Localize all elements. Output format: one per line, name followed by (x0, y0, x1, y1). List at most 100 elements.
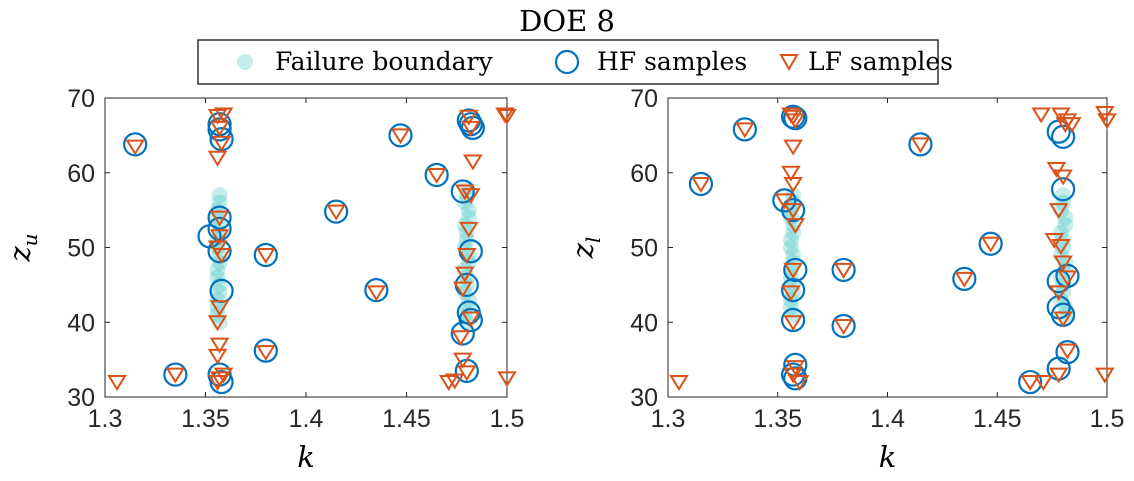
legend-marker-failure-boundary (237, 54, 253, 70)
y-axis-label-sub: u (18, 233, 42, 246)
series-lf-samples (669, 105, 1117, 391)
point-lf-sample (390, 128, 411, 145)
point-failure-boundary (209, 261, 226, 278)
point-lf-sample (833, 318, 854, 335)
point-hf-sample (163, 362, 188, 387)
point-lf-sample (461, 311, 481, 328)
legend-entry-lf-samples: LF samples (779, 47, 953, 76)
legend-label-hf-samples: HF samples (597, 47, 747, 76)
point-lf-sample (463, 154, 483, 171)
point-lf-sample (209, 120, 230, 137)
point-failure-boundary (211, 284, 228, 301)
point-lf-sample (735, 122, 755, 139)
point-lf-sample (669, 375, 689, 391)
point-hf-sample (1050, 177, 1076, 202)
point-failure-boundary (1057, 209, 1074, 226)
point-lf-sample (256, 247, 276, 264)
point-failure-boundary (1057, 217, 1074, 234)
point-lf-sample (785, 218, 806, 234)
point-hf-sample (978, 231, 1003, 256)
x-tick-label: 1.35 (181, 405, 230, 433)
point-failure-boundary (209, 239, 226, 256)
point-failure-boundary (460, 202, 477, 219)
series-hf-samples (123, 108, 485, 395)
point-lf-sample (833, 262, 854, 279)
point-lf-sample (497, 108, 517, 125)
point-lf-sample (209, 337, 230, 354)
point-hf-sample (781, 198, 806, 223)
y-tick-label: 70 (67, 85, 95, 113)
point-lf-sample (785, 113, 806, 130)
point-failure-boundary (456, 217, 473, 234)
axes-box (104, 97, 508, 398)
y-axis-label-sub: l (581, 237, 605, 243)
series-hf-samples (688, 104, 1080, 395)
legend: Failure boundary HF samples LF samples (197, 39, 953, 85)
point-lf-sample (452, 352, 473, 369)
x-tick-label: 1.35 (753, 405, 802, 433)
point-lf-sample (455, 184, 475, 201)
y-tick-label: 40 (67, 309, 95, 337)
legend-entry-hf-samples: HF samples (554, 47, 747, 76)
point-failure-boundary (782, 232, 799, 249)
point-lf-sample (1095, 367, 1115, 384)
point-lf-sample (366, 285, 387, 302)
point-lf-sample (426, 167, 447, 184)
x-tick-label: 1.5 (490, 405, 525, 433)
point-lf-sample (781, 285, 801, 302)
x-tick-label: 1.45 (973, 405, 1022, 433)
point-lf-sample (789, 375, 810, 391)
point-lf-sample (1048, 367, 1069, 384)
point-hf-sample (781, 278, 806, 303)
point-failure-boundary (1052, 224, 1069, 241)
point-lf-sample (1057, 343, 1078, 360)
y-tick-label: 50 (630, 235, 658, 263)
point-lf-sample (209, 229, 230, 246)
point-lf-sample (461, 188, 481, 205)
point-failure-boundary (209, 269, 226, 286)
point-lf-sample (452, 281, 473, 298)
point-hf-sample (324, 199, 349, 224)
x-axis-label: k (297, 440, 315, 474)
point-hf-sample (458, 307, 483, 333)
point-lf-sample (954, 271, 975, 288)
point-hf-sample (831, 313, 856, 339)
point-hf-sample (253, 242, 278, 268)
legend-marker-hf-samples (554, 49, 580, 75)
point-lf-sample (207, 315, 228, 332)
point-lf-sample (459, 109, 479, 126)
point-lf-sample (1053, 311, 1073, 328)
point-hf-sample (688, 171, 714, 197)
x-tick-label: 1.3 (88, 405, 123, 433)
y-axis-label: zl (566, 237, 605, 260)
point-lf-sample (107, 375, 127, 391)
point-hf-sample (781, 104, 806, 129)
x-tick-label: 1.45 (382, 405, 431, 433)
point-lf-sample (691, 176, 711, 193)
point-lf-sample (213, 107, 234, 124)
point-failure-boundary (460, 209, 477, 226)
point-lf-sample (1053, 255, 1073, 272)
legend-entry-failure-boundary: Failure boundary (237, 47, 493, 76)
point-lf-sample (459, 221, 479, 238)
point-lf-sample (207, 150, 228, 167)
point-lf-sample (461, 120, 481, 137)
point-hf-sample (388, 123, 413, 148)
point-lf-sample (125, 139, 145, 156)
x-tick-label: 1.5 (1090, 405, 1125, 433)
y-tick-label: 30 (67, 384, 95, 412)
point-hf-sample (207, 239, 232, 264)
point-hf-sample (253, 338, 278, 363)
plot-left: 1.3 1.35 1.4 1.45 1.5 30 40 50 60 70 k zu (3, 85, 524, 474)
y-tick-label: 50 (67, 235, 95, 263)
point-lf-sample (1062, 117, 1082, 134)
point-lf-sample (497, 371, 517, 388)
plot-right: 1.3 1.35 1.4 1.45 1.5 30 40 50 60 70 k zl (566, 85, 1124, 474)
point-hf-sample (732, 117, 757, 142)
y-tick-label: 40 (630, 309, 658, 337)
y-axis-label: zu (3, 233, 42, 262)
y-tick-label: 60 (67, 160, 95, 188)
point-lf-sample (1053, 169, 1073, 186)
point-lf-sample (207, 348, 228, 365)
